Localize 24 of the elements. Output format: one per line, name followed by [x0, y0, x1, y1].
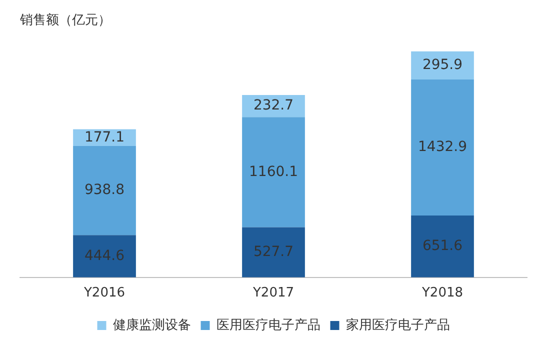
bar	[411, 51, 474, 80]
data-label: 232.7	[253, 98, 294, 114]
data-label: 1160.1	[249, 164, 298, 180]
bar	[73, 235, 136, 278]
bar	[242, 117, 305, 228]
data-label: 1432.9	[418, 139, 467, 156]
data-label: 295.9	[422, 57, 463, 74]
legend-label: 健康监测设备	[112, 318, 191, 333]
x-tick-label: Y2018	[420, 286, 464, 301]
bar	[411, 79, 474, 216]
x-tick-label: Y2016	[82, 286, 126, 301]
x-tick-label: Y2017	[252, 286, 294, 301]
bar	[73, 129, 136, 146]
bar	[73, 146, 136, 236]
legend-label: 家用医疗电子产品	[346, 316, 450, 333]
data-label: 651.6	[422, 238, 463, 254]
y-axis-title: 销售额（亿元）	[19, 12, 111, 28]
legend-label: 医用医疗电子产品	[216, 318, 320, 333]
data-label: 527.7	[253, 244, 294, 260]
data-label: 938.8	[84, 182, 125, 198]
data-label: 177.1	[84, 129, 125, 146]
data-label: 444.6	[84, 248, 125, 264]
bar	[411, 216, 474, 278]
bar	[242, 227, 305, 278]
